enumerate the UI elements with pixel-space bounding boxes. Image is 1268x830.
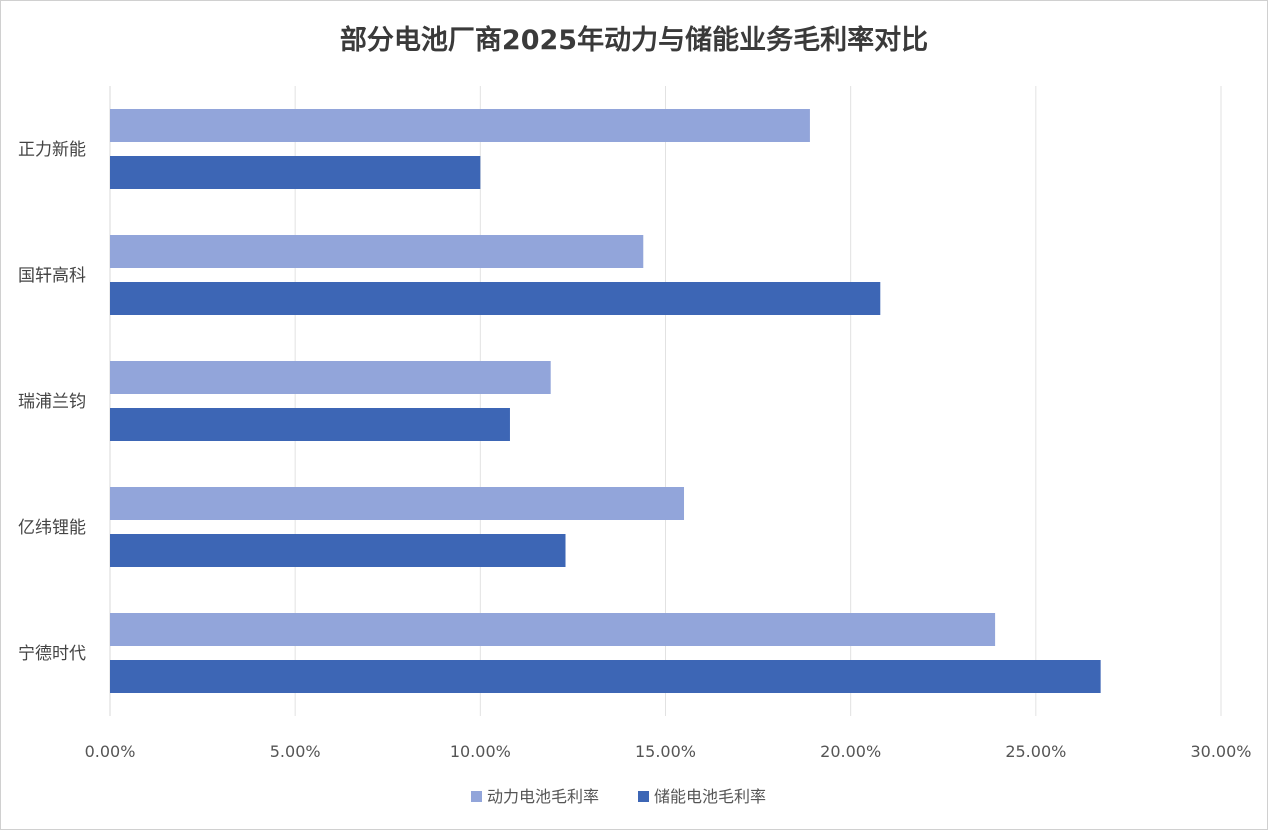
- bar-power: [110, 613, 996, 646]
- x-tick-label: 5.00%: [270, 742, 321, 761]
- x-tick-label: 30.00%: [1190, 742, 1251, 761]
- legend: 动力电池毛利率 储能电池毛利率: [471, 787, 766, 806]
- category-label: 瑞浦兰钧: [18, 392, 86, 412]
- bar-storage: [110, 408, 510, 441]
- bar-storage: [110, 282, 881, 315]
- gridlines: [109, 86, 1222, 716]
- bar-power: [110, 361, 551, 394]
- x-tick-label: 15.00%: [635, 742, 696, 761]
- category-label: 宁德时代: [18, 644, 86, 664]
- legend-label: 动力电池毛利率: [487, 787, 599, 806]
- x-tick-label: 25.00%: [1005, 742, 1066, 761]
- x-tick-labels: 0.00% 5.00% 10.00% 15.00% 20.00% 25.00% 30.00%: [85, 742, 1252, 761]
- bar-power: [110, 235, 644, 268]
- category-label: 亿纬锂能: [18, 518, 86, 538]
- category-label: 正力新能: [18, 140, 86, 160]
- bar-storage: [110, 660, 1101, 693]
- bar-power: [110, 109, 810, 142]
- bar-storage: [110, 534, 566, 567]
- bar-storage: [110, 156, 481, 189]
- legend-label: 储能电池毛利率: [654, 787, 766, 806]
- x-tick-label: 10.00%: [450, 742, 511, 761]
- legend-swatch: [471, 791, 482, 802]
- x-tick-label: 0.00%: [85, 742, 136, 761]
- bars: [110, 109, 1101, 693]
- category-label: 国轩高科: [18, 266, 86, 286]
- x-tick-label: 20.00%: [820, 742, 881, 761]
- chart-title: 部分电池厂商2025年动力与储能业务毛利率对比: [339, 25, 929, 56]
- legend-swatch: [638, 791, 649, 802]
- bar-power: [110, 487, 685, 520]
